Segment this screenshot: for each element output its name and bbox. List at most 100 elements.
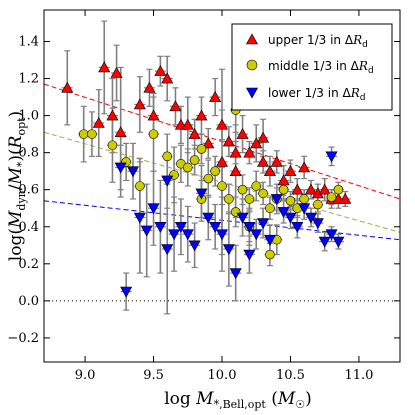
data-point <box>114 162 127 174</box>
y-axis-ticks: −0.2 0.0 0.2 0.4 0.6 0.8 1.0 1.2 1.4 <box>7 34 400 346</box>
x-tick-label: 10.0 <box>208 368 237 383</box>
data-point <box>133 98 146 110</box>
legend-label-middle: middle 1/3 in ΔRd <box>268 59 374 76</box>
y-tick-label: 1.4 <box>18 34 39 49</box>
data-point <box>203 173 214 184</box>
y-tick-label: 0.6 <box>18 183 39 198</box>
data-point <box>224 194 234 204</box>
legend-marker-upper <box>245 33 259 45</box>
data-point <box>284 165 297 176</box>
data-point <box>168 229 181 241</box>
data-point <box>229 165 242 176</box>
data-point <box>222 135 235 147</box>
data-point <box>243 221 256 233</box>
data-point <box>258 188 268 199</box>
data-point <box>143 81 156 93</box>
data-point <box>318 236 331 248</box>
data-point <box>304 183 318 195</box>
data-point <box>285 196 296 206</box>
data-point <box>278 184 289 195</box>
data-point <box>126 166 140 178</box>
data-point <box>298 161 311 173</box>
data-point <box>291 183 304 195</box>
data-point <box>181 229 194 241</box>
data-point <box>217 181 227 191</box>
data-point <box>244 194 255 204</box>
x-tick-label: 10.5 <box>276 368 305 383</box>
data-point <box>209 221 222 233</box>
data-point <box>311 218 324 230</box>
data-point <box>257 155 270 167</box>
data-point <box>215 155 229 167</box>
data-point <box>229 146 242 158</box>
legend: upper 1/3 in ΔRd middle 1/3 in ΔRd lower… <box>231 23 393 111</box>
data-point <box>263 165 276 176</box>
data-point <box>270 155 283 167</box>
data-point <box>87 129 97 139</box>
data-point <box>120 286 133 298</box>
legend-label-upper: upper 1/3 in ΔRd <box>268 33 368 50</box>
data-point <box>202 212 215 224</box>
data-point <box>243 146 256 158</box>
y-tick-label: 1.0 <box>18 109 39 124</box>
legend-box <box>231 23 393 111</box>
data-point <box>161 72 174 84</box>
data-point <box>265 203 275 214</box>
data-point <box>215 229 229 241</box>
data-point <box>257 218 270 230</box>
data-point <box>257 131 270 143</box>
data-point <box>188 128 201 139</box>
data-point <box>148 129 159 139</box>
data-point <box>304 212 318 224</box>
data-point <box>195 188 208 200</box>
data-markers <box>61 61 352 298</box>
x-tick-label: 9.5 <box>143 368 164 383</box>
data-point <box>174 221 187 233</box>
data-point <box>332 236 345 248</box>
data-point <box>325 151 338 163</box>
data-point <box>243 249 256 261</box>
data-point <box>182 162 193 173</box>
y-tick-label: 1.2 <box>18 72 39 87</box>
data-point <box>154 221 167 233</box>
data-point <box>202 137 215 149</box>
data-point <box>250 137 263 149</box>
data-point <box>263 234 276 246</box>
data-point <box>98 61 111 73</box>
y-tick-label: 0.2 <box>18 257 39 272</box>
x-axis-ticks: 9.0 9.5 10.0 10.5 11.0 <box>75 10 373 383</box>
data-point <box>135 181 145 191</box>
data-point <box>189 155 200 165</box>
data-point <box>110 66 123 78</box>
data-point <box>236 128 249 139</box>
data-point <box>140 225 153 237</box>
x-tick-label: 9.0 <box>75 368 96 383</box>
y-tick-label: 0.4 <box>18 220 39 235</box>
legend-marker-middle <box>246 59 258 71</box>
data-point <box>250 229 263 241</box>
data-point <box>210 166 220 176</box>
x-axis-title: log M*,Bell,opt (M☉) <box>164 389 312 411</box>
data-point <box>313 199 323 210</box>
data-point <box>236 212 249 224</box>
data-point <box>229 268 242 280</box>
data-point <box>195 109 208 121</box>
data-point <box>284 212 297 224</box>
data-point <box>265 249 275 260</box>
data-point <box>333 184 344 195</box>
data-point <box>161 175 174 187</box>
data-point <box>277 207 290 219</box>
data-point <box>325 229 338 241</box>
data-point <box>181 118 194 130</box>
y-axis-title: log(Mdyn/M*)(Ropt) <box>6 111 28 261</box>
data-point <box>147 203 160 215</box>
data-point <box>339 192 352 204</box>
data-point <box>215 118 229 130</box>
data-point <box>162 151 173 162</box>
data-point <box>169 100 182 112</box>
data-point <box>107 140 118 151</box>
data-point <box>222 244 235 256</box>
data-point <box>161 244 174 256</box>
y-tick-label: 0.0 <box>18 294 39 309</box>
